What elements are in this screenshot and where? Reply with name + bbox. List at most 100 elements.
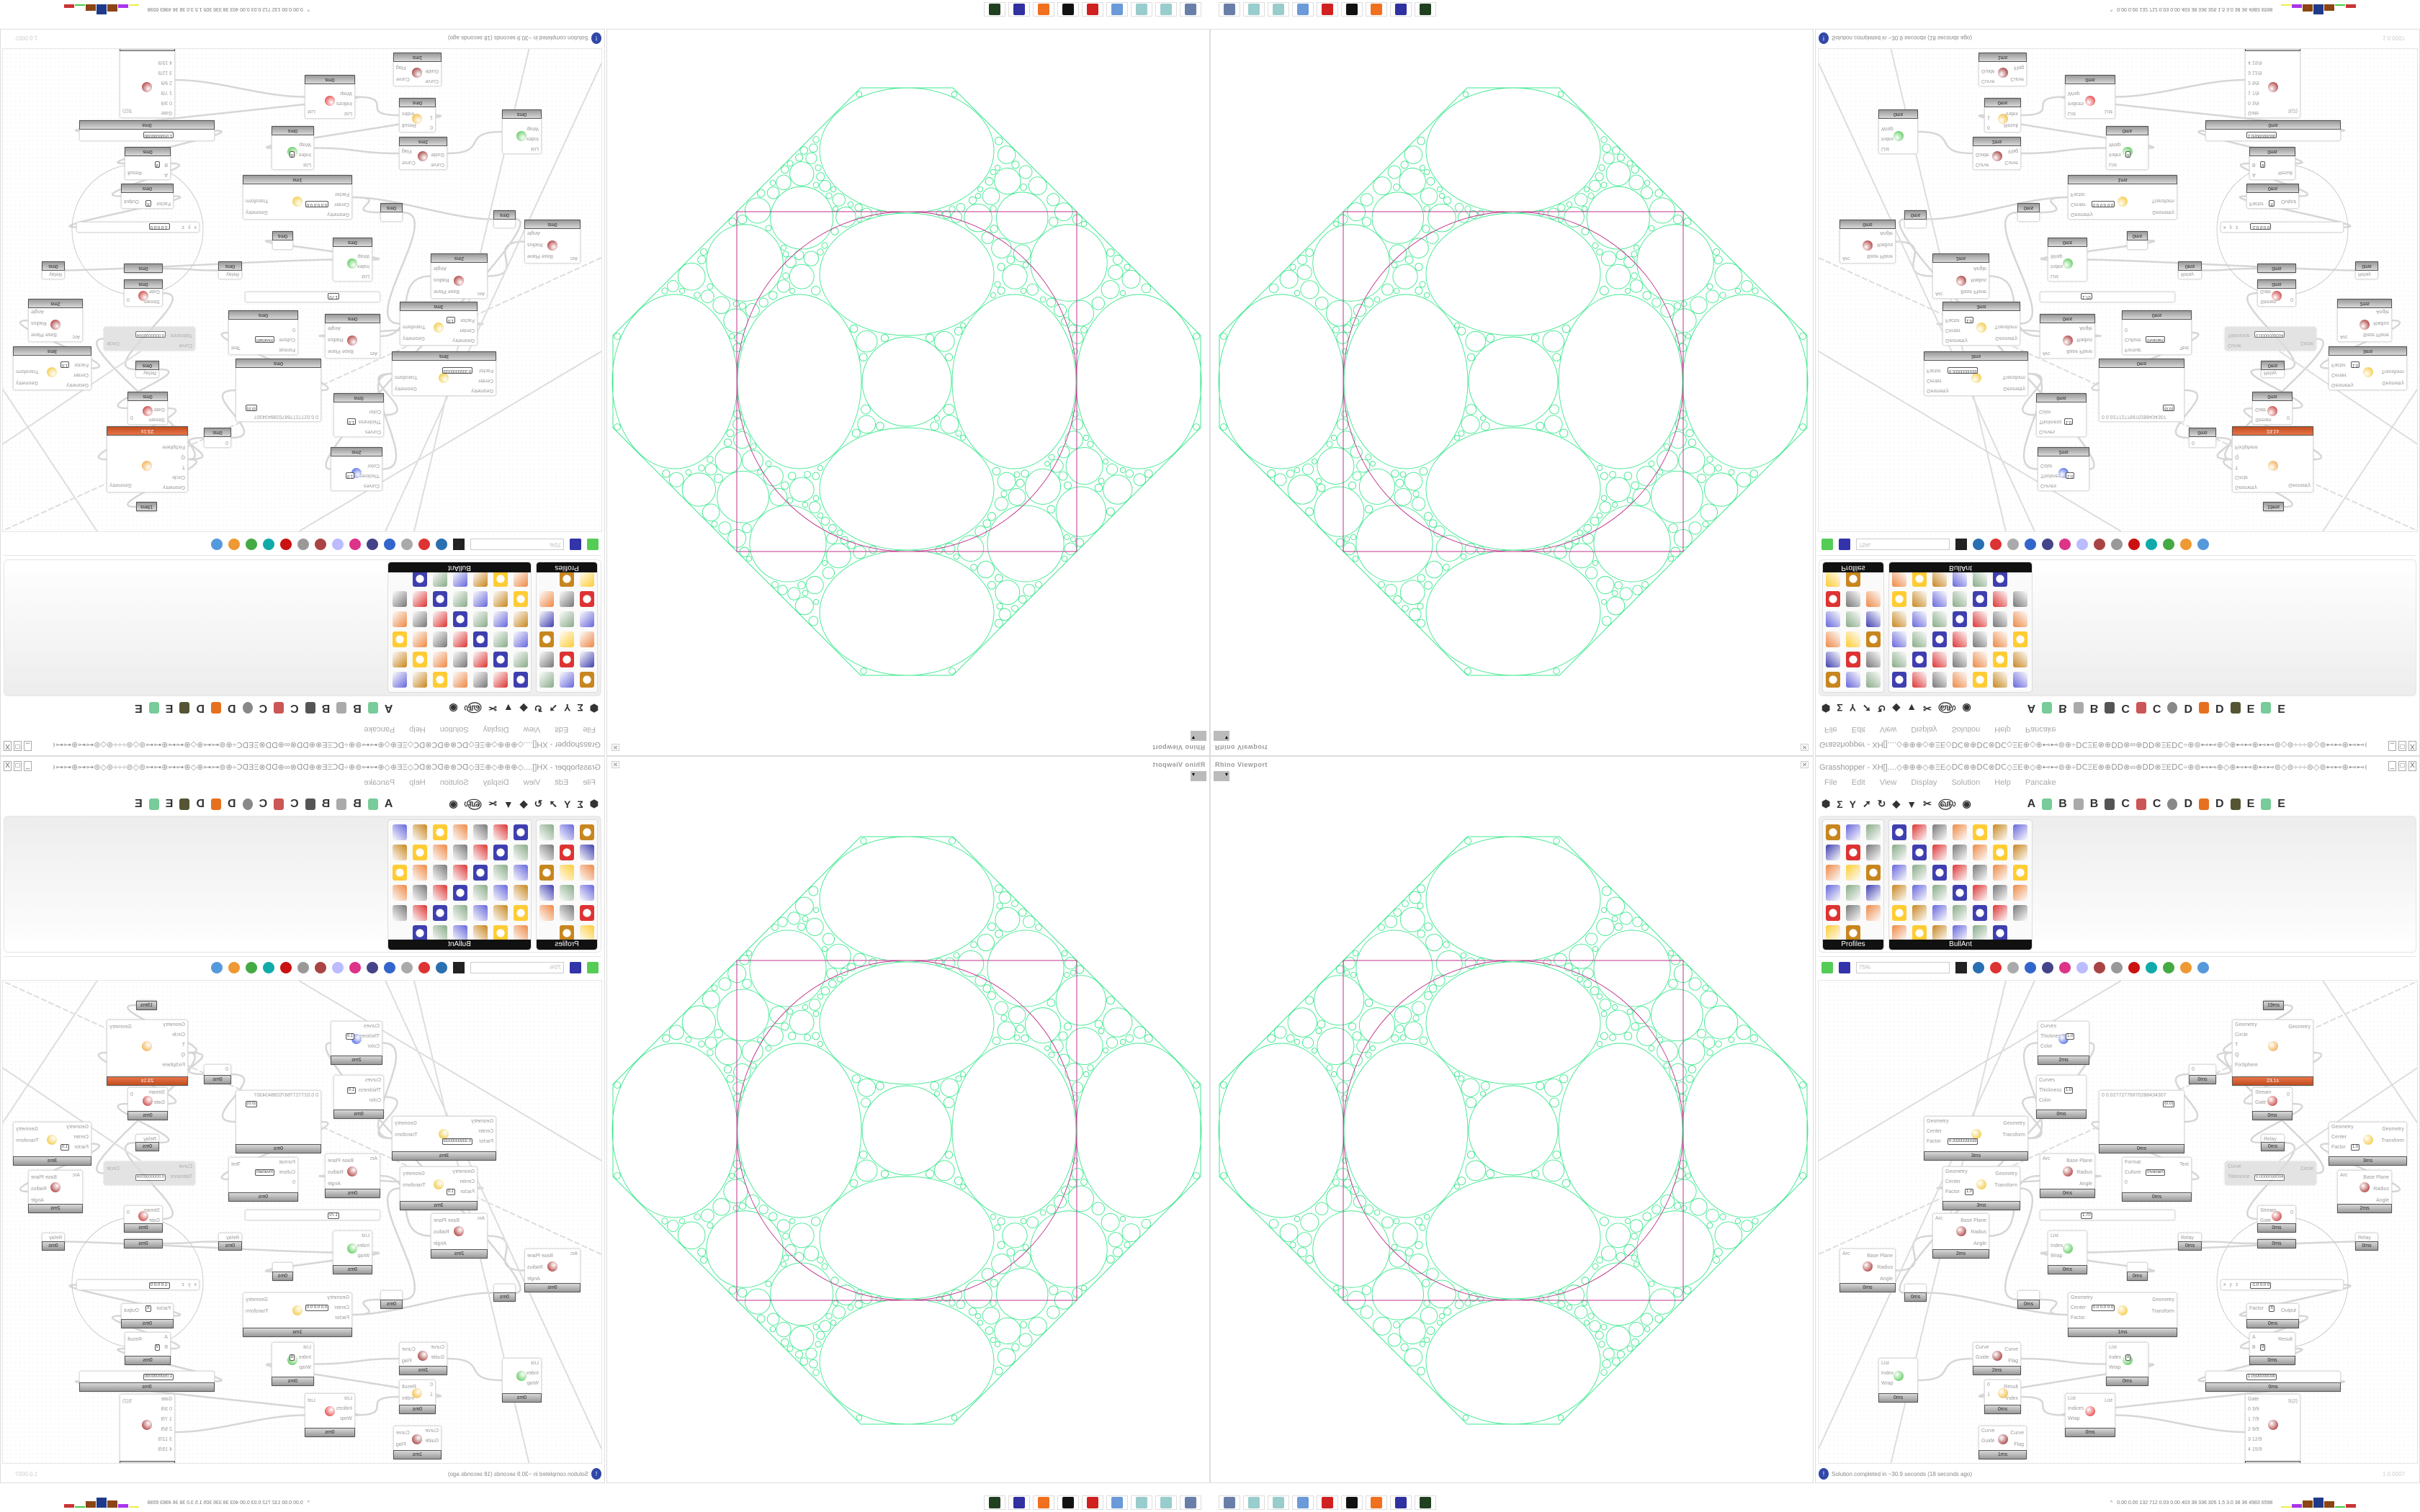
category-icon[interactable] [2230, 702, 2241, 714]
component-node[interactable]: Curve Guide Curve Flag 1ms [393, 1426, 442, 1459]
category-icon[interactable] [336, 702, 347, 714]
component-node[interactable]: 0ms [493, 1284, 516, 1302]
taskbar-app[interactable] [1180, 1495, 1201, 1510]
value-box[interactable]: 1.0 [345, 472, 354, 479]
input-param[interactable]: Center [2071, 202, 2087, 207]
zoom-extents-icon[interactable] [1955, 539, 1967, 551]
tab-b[interactable]: B [353, 702, 362, 715]
input-param[interactable]: Color [369, 409, 381, 414]
input-param[interactable]: Factor [1927, 368, 1941, 373]
component-icon[interactable] [493, 672, 508, 688]
output-param[interactable]: 0 [130, 1092, 133, 1097]
input-param[interactable]: Factor [335, 1315, 349, 1320]
component-node[interactable]: List Indices Wrap List 0ms [305, 75, 355, 119]
gift-icon[interactable] [2059, 961, 2071, 973]
component-node[interactable]: List Indices Wrap List 0ms [305, 1393, 355, 1437]
input-param[interactable]: Arc [1842, 256, 1850, 261]
value-box[interactable]: {0;0} [2163, 405, 2175, 411]
input-param[interactable]: 1 7/9 [161, 90, 172, 95]
component-icon[interactable] [453, 571, 467, 587]
menu-pancake[interactable]: Pancake [2025, 725, 2056, 734]
component-node[interactable]: 0 0.02772776870288434307 {0;0} 0ms [236, 1090, 321, 1153]
menu-solution[interactable]: Solution [439, 778, 469, 787]
menu-pancake[interactable]: Pancake [364, 778, 395, 787]
green-icon[interactable] [2163, 539, 2174, 551]
output-param[interactable]: Geometry [2382, 380, 2404, 385]
cross-icon[interactable] [315, 539, 326, 551]
hexagon-icon[interactable]: ⬢ [1821, 703, 1831, 714]
menu-file[interactable]: File [583, 778, 596, 787]
input-param[interactable]: Index [2109, 1355, 2122, 1360]
component-icon[interactable] [1892, 571, 1906, 587]
component-node[interactable]: Arc Base Plane Radius Angle 0ms [325, 314, 380, 359]
output-param[interactable]: Transform [246, 198, 269, 203]
input-param[interactable]: Geometry [66, 1125, 89, 1130]
output-param[interactable]: 0 [2290, 297, 2293, 302]
input-param[interactable]: Indices [336, 1406, 352, 1411]
menu-edit[interactable]: Edit [1851, 725, 1865, 734]
component-node[interactable]: Geometry Center Factor Geometry Transform 0.3… [1924, 351, 2028, 396]
component-icon[interactable] [1993, 591, 2007, 607]
input-param[interactable]: 0 [1987, 125, 1990, 130]
component-icon[interactable] [473, 652, 488, 667]
output-param[interactable]: Transform [16, 1138, 39, 1143]
component-icon[interactable] [1826, 571, 1840, 587]
input-param[interactable]: FixSphere [2235, 1063, 2258, 1068]
output-param[interactable]: Circle [2300, 341, 2313, 346]
input-param[interactable]: Index [526, 1371, 539, 1376]
y-icon[interactable]: Y [1849, 702, 1856, 714]
chevron-up-icon[interactable]: ^ [307, 6, 310, 12]
gem-icon[interactable] [280, 539, 292, 551]
component-icon[interactable] [473, 611, 488, 627]
input-param[interactable]: Curves [363, 1024, 380, 1029]
input-param[interactable]: Factor [2071, 1315, 2085, 1320]
component-icon[interactable] [1846, 885, 1860, 901]
green-icon[interactable] [246, 961, 257, 973]
input-param[interactable]: Circle [172, 1032, 185, 1038]
output-param[interactable]: Geometry [403, 1171, 425, 1176]
zoom-extents-icon[interactable] [453, 961, 465, 973]
output-param[interactable]: Circle [107, 1166, 120, 1171]
output-param[interactable]: Angle [2079, 325, 2092, 330]
taskbar-app[interactable] [1082, 1495, 1103, 1510]
output-param[interactable]: S(2) [122, 108, 133, 113]
component-node[interactable]: Relay 0ms [2261, 361, 2285, 378]
tab-e[interactable]: E [135, 797, 143, 810]
sphere-icon[interactable] [2007, 961, 2019, 973]
component-icon[interactable] [453, 865, 467, 881]
menu-display[interactable]: Display [483, 725, 509, 734]
input-param[interactable]: 0 3/9 [2248, 1407, 2259, 1412]
category-icon[interactable] [148, 798, 159, 810]
component-icon[interactable] [1973, 865, 1987, 881]
input-param[interactable]: Arc [570, 256, 578, 261]
component-node[interactable]: Relay 0ms [42, 1233, 65, 1251]
output-param[interactable]: Geometry [109, 482, 132, 487]
component-icon[interactable] [1866, 824, 1881, 840]
component-icon[interactable] [1866, 845, 1881, 860]
component-icon[interactable] [413, 631, 427, 647]
input-param[interactable]: 3 12/9 [2248, 70, 2262, 75]
component-icon[interactable] [514, 905, 528, 921]
component-icon[interactable] [433, 652, 447, 667]
bell-icon[interactable] [2111, 539, 2123, 551]
input-param[interactable]: B [2252, 1345, 2256, 1350]
value-box[interactable]: 1.0 [2064, 1087, 2074, 1094]
category-icon[interactable] [274, 798, 284, 810]
input-param[interactable]: Culture [2125, 337, 2141, 342]
s-icon[interactable] [367, 539, 378, 551]
output-param[interactable]: S(2) [122, 1399, 133, 1404]
component-icon[interactable] [1912, 925, 1927, 941]
value-box[interactable]: 8 [2125, 1354, 2131, 1361]
cross-icon[interactable] [2094, 539, 2105, 551]
component-node[interactable]: 0ms [380, 203, 403, 222]
input-param[interactable]: Relay [226, 271, 239, 276]
y-icon[interactable]: Y [564, 798, 571, 810]
output-param[interactable]: Geometry [246, 210, 268, 215]
eye-icon[interactable]: ◉ [1962, 798, 1971, 809]
grasshopper-canvas[interactable]: Curves Thickness Color 1.0 2ms Curves Thicknes… [1818, 48, 2418, 532]
input-param[interactable]: List [2068, 111, 2076, 116]
component-icon[interactable] [413, 885, 427, 901]
component-node[interactable]: List Index Wrap 8 0ms [272, 1342, 314, 1386]
